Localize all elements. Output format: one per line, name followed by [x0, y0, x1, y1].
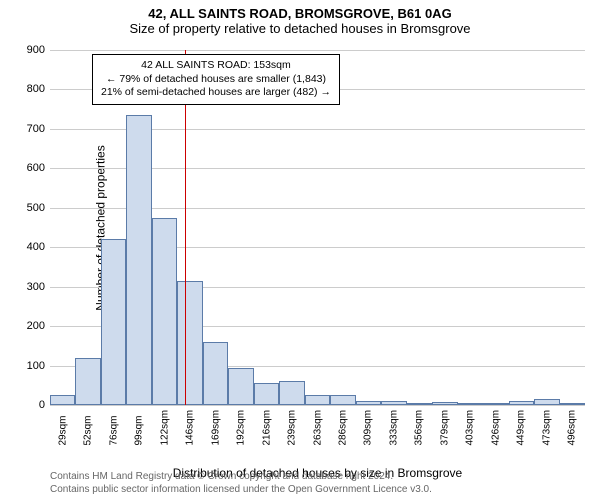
- chart-subtitle: Size of property relative to detached ho…: [0, 21, 600, 44]
- footer-attribution: Contains HM Land Registry data © Crown c…: [50, 470, 432, 496]
- chart-title: 42, ALL SAINTS ROAD, BROMSGROVE, B61 0AG: [0, 0, 600, 21]
- histogram-bar: [101, 239, 126, 405]
- gridline: [50, 50, 585, 51]
- x-tick-label: 52sqm: [83, 396, 94, 446]
- x-tick-label: 309sqm: [363, 396, 374, 446]
- x-tick-label: 473sqm: [541, 396, 552, 446]
- x-tick-label: 379sqm: [439, 396, 450, 446]
- x-tick-label: 403sqm: [465, 396, 476, 446]
- x-tick-label: 286sqm: [337, 396, 348, 446]
- plot-region: 010020030040050060070080090029sqm52sqm76…: [50, 50, 585, 405]
- x-tick-label: 263sqm: [312, 396, 323, 446]
- y-tick-label: 500: [27, 202, 45, 214]
- y-tick-label: 600: [27, 162, 45, 174]
- x-tick-label: 146sqm: [185, 396, 196, 446]
- x-tick-label: 76sqm: [108, 396, 119, 446]
- y-tick-label: 400: [27, 241, 45, 253]
- x-tick-label: 216sqm: [261, 396, 272, 446]
- y-tick-label: 0: [39, 399, 45, 411]
- x-tick-label: 29sqm: [57, 396, 68, 446]
- histogram-bar: [126, 115, 151, 405]
- chart-area: Number of detached properties 0100200300…: [50, 50, 585, 405]
- x-tick-label: 426sqm: [490, 396, 501, 446]
- footer-line-1: Contains HM Land Registry data © Crown c…: [50, 470, 432, 483]
- x-tick-label: 192sqm: [236, 396, 247, 446]
- x-tick-label: 122sqm: [159, 396, 170, 446]
- x-tick-label: 449sqm: [516, 396, 527, 446]
- y-tick-label: 300: [27, 281, 45, 293]
- x-tick-label: 356sqm: [414, 396, 425, 446]
- x-tick-label: 239sqm: [287, 396, 298, 446]
- annotation-box: 42 ALL SAINTS ROAD: 153sqm← 79% of detac…: [92, 54, 340, 105]
- x-tick-label: 99sqm: [134, 396, 145, 446]
- y-tick-label: 100: [27, 360, 45, 372]
- x-tick-label: 496sqm: [567, 396, 578, 446]
- y-tick-label: 700: [27, 123, 45, 135]
- annotation-line-2: ← 79% of detached houses are smaller (1,…: [101, 73, 331, 87]
- footer-line-2: Contains public sector information licen…: [50, 483, 432, 496]
- y-tick-label: 900: [27, 44, 45, 56]
- annotation-line-3: 21% of semi-detached houses are larger (…: [101, 86, 331, 100]
- y-tick-label: 800: [27, 83, 45, 95]
- histogram-bar: [152, 218, 177, 405]
- y-tick-label: 200: [27, 320, 45, 332]
- x-tick-label: 333sqm: [388, 396, 399, 446]
- histogram-bar: [177, 281, 202, 405]
- annotation-line-1: 42 ALL SAINTS ROAD: 153sqm: [101, 59, 331, 73]
- x-tick-label: 169sqm: [210, 396, 221, 446]
